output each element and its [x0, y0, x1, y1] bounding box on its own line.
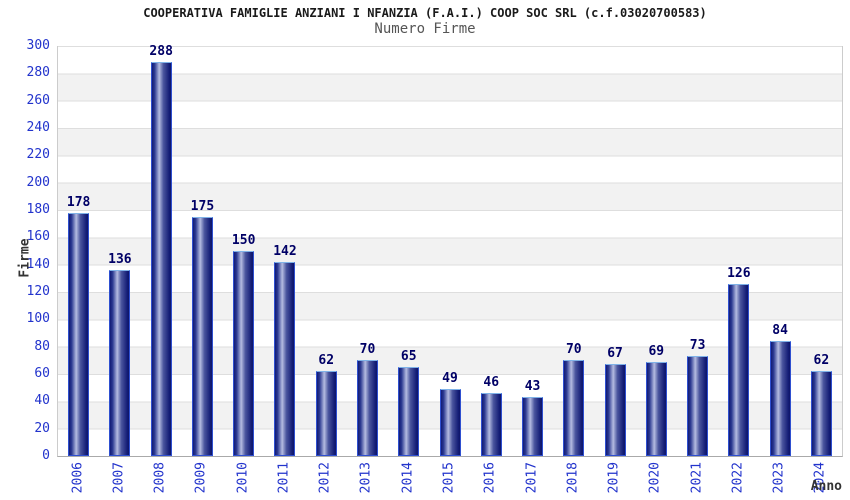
x-tick-label: 2012 [317, 462, 333, 494]
bar-2016 [480, 393, 502, 456]
x-axis-ticks: 2006 2007 2008 2009 2010 2011 2012 2013 2014 2015… [57, 462, 841, 500]
y-tick-label: 140 [26, 256, 50, 272]
bar-2018 [563, 360, 585, 456]
bar-value-label: 142 [273, 243, 297, 259]
bar-2019 [604, 364, 626, 456]
chart-title: COOPERATIVA FAMIGLIE ANZIANI I NFANZIA (… [143, 6, 707, 20]
bar-2022 [728, 283, 750, 456]
y-tick-label: 120 [26, 284, 50, 299]
bar-2021 [687, 356, 709, 456]
x-tick-label: 2018 [565, 462, 581, 494]
bar-2020 [645, 361, 667, 456]
bar-value-label: 175 [190, 198, 215, 214]
y-tick-label: 80 [34, 338, 50, 354]
bar-value-label: 84 [772, 323, 788, 339]
x-tick-label: 2017 [524, 462, 540, 494]
bar-value-label: 178 [66, 194, 91, 210]
y-tick-label: 180 [26, 202, 50, 217]
x-tick-label: 2023 [771, 462, 787, 494]
x-axis-title: Anno [810, 479, 842, 494]
bar-value-label: 70 [565, 342, 582, 358]
bar-2009 [191, 216, 213, 456]
bar-2012 [315, 371, 337, 456]
bar-2023 [769, 341, 791, 456]
y-tick-label: 20 [34, 420, 50, 436]
bar-value-label: 62 [318, 353, 335, 369]
bar-value-label: 46 [483, 375, 500, 391]
x-tick-label: 2011 [276, 462, 292, 494]
bar-2006 [68, 212, 90, 456]
y-tick-label: 60 [34, 366, 50, 381]
chart-subtitle: Numero Firme [374, 21, 476, 37]
y-tick-label: 40 [34, 393, 50, 409]
x-tick-label: 2013 [358, 462, 374, 494]
x-tick-label: 2020 [647, 462, 663, 494]
y-tick-label: 240 [26, 120, 50, 135]
y-tick-label: 0 [42, 448, 50, 463]
x-tick-label: 2019 [606, 462, 622, 494]
y-tick-label: 200 [26, 174, 50, 190]
bar-2013 [356, 360, 378, 456]
x-tick-label: 2021 [689, 462, 705, 494]
y-tick-label: 220 [26, 147, 50, 163]
bar-2015 [439, 389, 461, 456]
x-tick-label: 2015 [441, 462, 457, 494]
bar-value-label: 150 [231, 233, 256, 248]
x-tick-label: 2014 [400, 462, 416, 494]
x-tick-label: 2022 [730, 462, 746, 494]
y-tick-label: 260 [26, 92, 50, 108]
bar-2010 [233, 251, 255, 456]
bar-2017 [522, 397, 544, 456]
x-tick-label: 2010 [235, 462, 251, 494]
x-tick-label: 2007 [111, 462, 127, 494]
x-tick-label: 2016 [482, 462, 498, 494]
y-axis-title-text: Firme [17, 238, 33, 278]
x-tick-label: 2008 [152, 462, 168, 494]
x-tick-label: 2006 [70, 462, 86, 494]
bar-value-label: 69 [648, 343, 665, 359]
x-tick-label: 2009 [193, 462, 209, 494]
bar-value-label: 70 [359, 342, 376, 358]
bar-2007 [109, 270, 131, 456]
bar-value-label: 136 [108, 252, 132, 268]
bar-value-label: 126 [727, 265, 751, 281]
y-tick-label: 100 [26, 311, 50, 327]
bar-2014 [398, 367, 420, 456]
bar-value-label: 49 [442, 371, 458, 387]
bar-2008 [150, 62, 172, 456]
bar-2011 [274, 261, 296, 456]
bar-value-label: 67 [607, 346, 623, 362]
y-tick-label: 160 [26, 229, 50, 245]
bar-2024 [810, 371, 832, 456]
y-tick-label: 280 [26, 65, 50, 81]
bar-value-label: 73 [689, 338, 706, 354]
plot-area: 178 136 288 175 150 142 62 70 65 49 46 43 70 67 69 73 12… [57, 44, 843, 457]
bar-value-label: 62 [813, 353, 830, 369]
bar-value-label: 288 [149, 44, 173, 60]
bar-value-label: 65 [400, 349, 417, 365]
bar-value-label: 43 [524, 379, 541, 395]
y-tick-label: 300 [26, 38, 50, 53]
